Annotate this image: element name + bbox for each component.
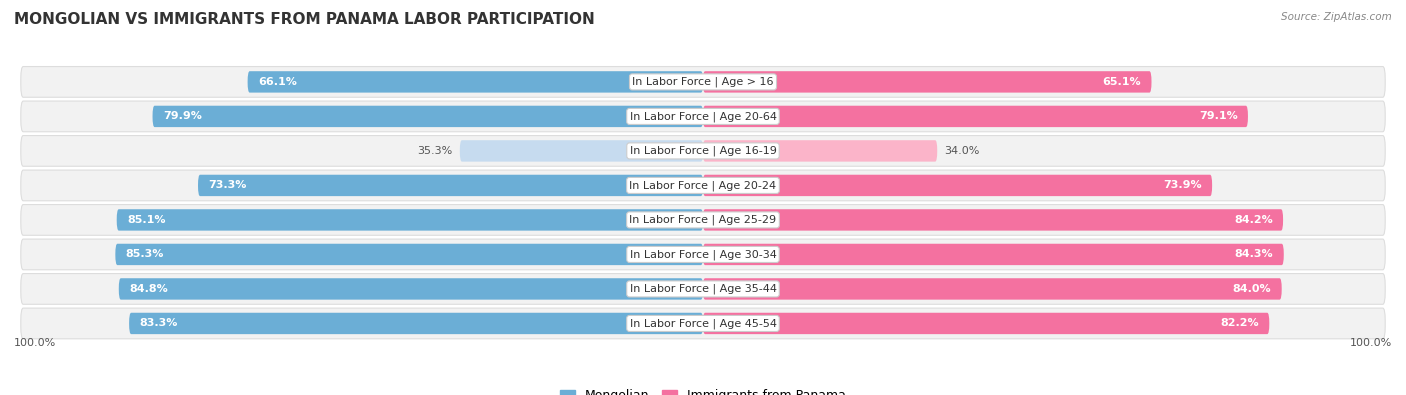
Text: 65.1%: 65.1% [1102,77,1142,87]
Text: 82.2%: 82.2% [1220,318,1258,329]
Text: Source: ZipAtlas.com: Source: ZipAtlas.com [1281,12,1392,22]
Text: 85.3%: 85.3% [125,249,165,260]
Text: 79.1%: 79.1% [1199,111,1237,121]
FancyBboxPatch shape [21,135,1385,166]
Text: 84.3%: 84.3% [1234,249,1274,260]
Text: 83.3%: 83.3% [139,318,177,329]
FancyBboxPatch shape [460,140,703,162]
FancyBboxPatch shape [118,278,703,300]
Text: 66.1%: 66.1% [257,77,297,87]
FancyBboxPatch shape [21,170,1385,201]
Legend: Mongolian, Immigrants from Panama: Mongolian, Immigrants from Panama [555,384,851,395]
FancyBboxPatch shape [703,313,1270,334]
FancyBboxPatch shape [21,101,1385,132]
Text: In Labor Force | Age > 16: In Labor Force | Age > 16 [633,77,773,87]
FancyBboxPatch shape [152,106,703,127]
Text: 84.2%: 84.2% [1234,215,1272,225]
FancyBboxPatch shape [703,71,1152,92]
Text: In Labor Force | Age 20-64: In Labor Force | Age 20-64 [630,111,776,122]
FancyBboxPatch shape [703,209,1284,231]
Text: In Labor Force | Age 35-44: In Labor Force | Age 35-44 [630,284,776,294]
FancyBboxPatch shape [115,244,703,265]
Text: 84.0%: 84.0% [1233,284,1271,294]
Text: In Labor Force | Age 25-29: In Labor Force | Age 25-29 [630,214,776,225]
Text: In Labor Force | Age 30-34: In Labor Force | Age 30-34 [630,249,776,260]
Text: In Labor Force | Age 45-54: In Labor Force | Age 45-54 [630,318,776,329]
FancyBboxPatch shape [703,106,1249,127]
Text: 100.0%: 100.0% [1350,339,1392,348]
FancyBboxPatch shape [703,140,938,162]
FancyBboxPatch shape [129,313,703,334]
Text: 35.3%: 35.3% [418,146,453,156]
Text: 84.8%: 84.8% [129,284,167,294]
Text: In Labor Force | Age 16-19: In Labor Force | Age 16-19 [630,146,776,156]
FancyBboxPatch shape [198,175,703,196]
FancyBboxPatch shape [703,278,1282,300]
FancyBboxPatch shape [21,66,1385,97]
FancyBboxPatch shape [703,244,1284,265]
FancyBboxPatch shape [21,274,1385,304]
Text: 73.9%: 73.9% [1163,181,1202,190]
Text: In Labor Force | Age 20-24: In Labor Force | Age 20-24 [630,180,776,191]
FancyBboxPatch shape [21,239,1385,270]
FancyBboxPatch shape [117,209,703,231]
FancyBboxPatch shape [21,308,1385,339]
Text: 79.9%: 79.9% [163,111,201,121]
FancyBboxPatch shape [247,71,703,92]
FancyBboxPatch shape [21,205,1385,235]
Text: 34.0%: 34.0% [945,146,980,156]
Text: MONGOLIAN VS IMMIGRANTS FROM PANAMA LABOR PARTICIPATION: MONGOLIAN VS IMMIGRANTS FROM PANAMA LABO… [14,12,595,27]
Text: 73.3%: 73.3% [208,181,246,190]
FancyBboxPatch shape [703,175,1212,196]
Text: 85.1%: 85.1% [127,215,166,225]
Text: 100.0%: 100.0% [14,339,56,348]
